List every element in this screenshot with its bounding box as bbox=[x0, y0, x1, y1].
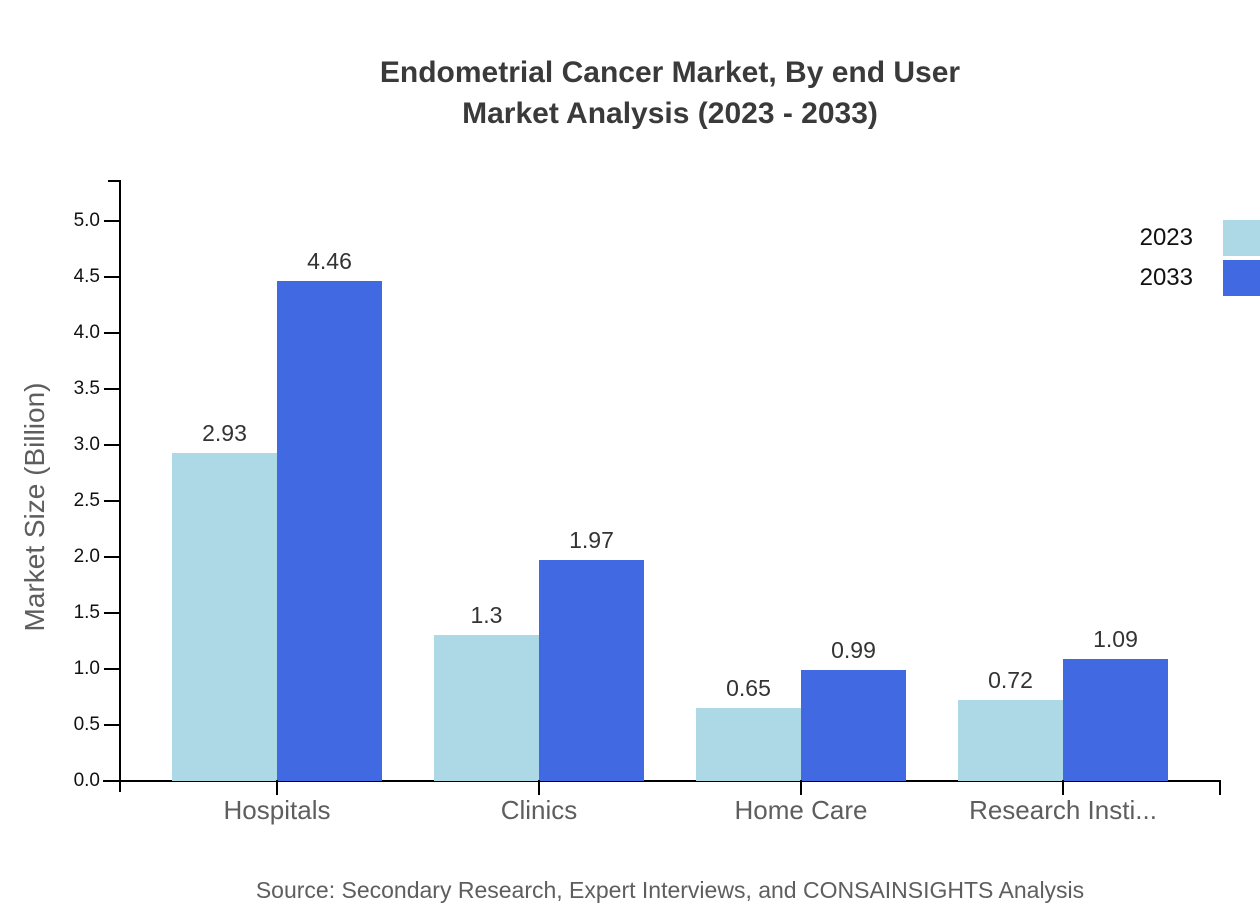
chart-title: Endometrial Cancer Market, By end User M… bbox=[80, 52, 1260, 134]
y-tick-label: 4.5 bbox=[73, 266, 100, 287]
bar-2033-0 bbox=[277, 281, 382, 781]
bar-value-label: 2.93 bbox=[202, 420, 247, 446]
bar-value-label: 0.99 bbox=[831, 637, 876, 663]
y-axis-tick bbox=[104, 612, 120, 614]
y-axis-tick bbox=[104, 276, 120, 278]
x-axis-tick bbox=[1062, 780, 1064, 795]
legend-swatch bbox=[1223, 260, 1260, 296]
bar-2033-2 bbox=[801, 670, 906, 781]
bar-2033-1 bbox=[539, 560, 644, 781]
y-axis-end-tick bbox=[108, 180, 119, 182]
y-tick-label: 2.0 bbox=[73, 546, 100, 567]
chart-title-line1: Endometrial Cancer Market, By end User bbox=[379, 56, 961, 89]
chart-title-line2: Market Analysis (2023 - 2033) bbox=[462, 97, 878, 130]
bar-2033-3 bbox=[1063, 659, 1168, 781]
bar-2023-3 bbox=[958, 700, 1063, 781]
y-axis-tick bbox=[104, 668, 120, 670]
y-axis-tick bbox=[104, 332, 120, 334]
source-note: Source: Secondary Research, Expert Inter… bbox=[255, 877, 1085, 903]
category-label: Hospitals bbox=[223, 795, 331, 825]
y-axis-tick bbox=[104, 220, 120, 222]
y-tick-label: 4.0 bbox=[73, 322, 100, 343]
bar-value-label: 0.72 bbox=[988, 667, 1033, 693]
y-tick-label: 1.0 bbox=[73, 658, 100, 679]
y-tick-label: 3.5 bbox=[73, 378, 100, 399]
y-tick-label: 0.0 bbox=[73, 770, 100, 791]
category-label: Research Insti... bbox=[969, 795, 1157, 825]
legend-swatch bbox=[1223, 220, 1260, 256]
y-axis-tick bbox=[104, 724, 120, 726]
y-tick-label: 3.0 bbox=[73, 434, 100, 455]
y-axis-tick bbox=[104, 780, 120, 782]
bar-2023-0 bbox=[172, 453, 277, 781]
legend-label: 2033 bbox=[1139, 264, 1193, 291]
y-axis-tick bbox=[104, 388, 120, 390]
y-tick-label: 1.5 bbox=[73, 602, 100, 623]
bar-value-label: 1.97 bbox=[569, 527, 614, 553]
bar-value-label: 4.46 bbox=[307, 248, 352, 274]
category-label: Clinics bbox=[500, 795, 578, 825]
x-axis-tick bbox=[538, 780, 540, 795]
bar-value-label: 1.3 bbox=[470, 602, 503, 628]
y-axis-line bbox=[119, 180, 121, 792]
x-axis-line bbox=[103, 780, 1221, 782]
x-axis-end-tick bbox=[1219, 780, 1221, 795]
y-axis-tick bbox=[104, 556, 120, 558]
bar-2023-1 bbox=[434, 635, 539, 781]
x-axis-tick bbox=[800, 780, 802, 795]
bar-2023-2 bbox=[696, 708, 801, 781]
y-tick-label: 0.5 bbox=[73, 714, 100, 735]
category-label: Home Care bbox=[734, 795, 868, 825]
y-axis-tick bbox=[104, 500, 120, 502]
bar-value-label: 1.09 bbox=[1093, 626, 1138, 652]
bar-value-label: 0.65 bbox=[726, 675, 771, 701]
y-axis-tick bbox=[104, 444, 120, 446]
y-tick-label: 2.5 bbox=[73, 490, 100, 511]
x-axis-tick bbox=[276, 780, 278, 795]
y-tick-label: 5.0 bbox=[73, 210, 100, 231]
legend-label: 2023 bbox=[1139, 224, 1193, 251]
